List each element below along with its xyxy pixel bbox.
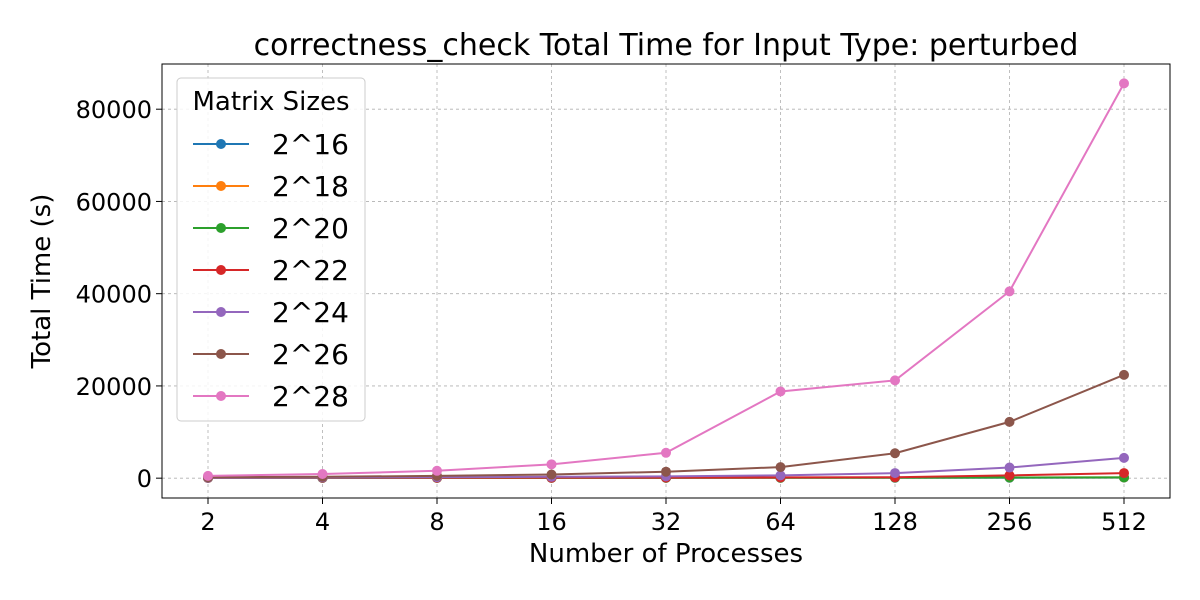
legend-marker	[216, 391, 226, 401]
series-points	[203, 78, 1129, 483]
legend-marker	[216, 223, 226, 233]
data-point	[1119, 78, 1129, 89]
x-tick-label: 256	[987, 508, 1033, 536]
legend-label: 2^24	[272, 296, 349, 329]
legend-label: 2^18	[272, 170, 349, 203]
data-point	[1004, 286, 1015, 297]
legend-title: Matrix Sizes	[192, 87, 349, 117]
data-point	[1119, 468, 1129, 479]
legend-marker	[216, 265, 226, 275]
y-tick-label: 40000	[76, 281, 152, 309]
y-tick-label: 80000	[76, 96, 152, 124]
data-point	[890, 375, 900, 386]
legend-label: 2^16	[272, 128, 349, 161]
legend-label: 2^28	[272, 380, 349, 413]
x-tick-label: 16	[536, 508, 567, 536]
legend-label: 2^26	[272, 338, 349, 371]
legend: Matrix Sizes 2^16 2^18 2^20 2^22 2^24 2^26 2^2…	[176, 77, 366, 422]
legend-label: 2^20	[272, 212, 349, 245]
y-tick-label: 20000	[76, 373, 152, 401]
data-point	[317, 469, 328, 480]
x-tick-label: 64	[765, 508, 796, 536]
data-point	[661, 466, 671, 477]
data-point	[775, 386, 786, 397]
data-point	[775, 470, 786, 481]
legend-marker	[216, 181, 226, 191]
x-axis-ticks: 2 4 8 16 32 64 128 256 512	[200, 498, 1147, 536]
x-axis-label: Number of Processes	[529, 539, 803, 569]
x-tick-label: 4	[315, 508, 330, 536]
data-point	[432, 465, 442, 476]
data-point	[1004, 470, 1015, 481]
data-point	[890, 448, 900, 459]
x-tick-label: 32	[651, 508, 682, 536]
data-point	[1004, 416, 1015, 427]
legend-items: 2^16 2^18 2^20 2^22 2^24 2^26 2^28	[193, 128, 349, 413]
chart-title: correctness_check Total Time for Input T…	[254, 28, 1079, 63]
y-axis-ticks: 0 20000 40000 60000 80000	[76, 96, 162, 493]
data-point	[1119, 452, 1129, 463]
data-point	[203, 470, 213, 481]
legend-marker	[216, 139, 226, 149]
data-point	[661, 447, 671, 458]
data-point	[1119, 369, 1129, 380]
y-tick-label: 0	[137, 465, 152, 493]
x-tick-label: 512	[1101, 508, 1147, 536]
legend-marker	[216, 349, 226, 359]
data-point	[775, 462, 786, 473]
legend-label: 2^22	[272, 254, 349, 287]
data-point	[546, 459, 557, 470]
data-point	[890, 468, 900, 479]
y-tick-label: 60000	[76, 188, 152, 216]
legend-box	[176, 77, 366, 422]
x-tick-label: 128	[872, 508, 918, 536]
legend-marker	[216, 307, 226, 317]
y-axis-label: Total Time (s)	[27, 194, 57, 370]
x-tick-label: 8	[429, 508, 444, 536]
data-point	[546, 469, 557, 480]
x-tick-label: 2	[200, 508, 215, 536]
data-point	[1004, 462, 1015, 473]
